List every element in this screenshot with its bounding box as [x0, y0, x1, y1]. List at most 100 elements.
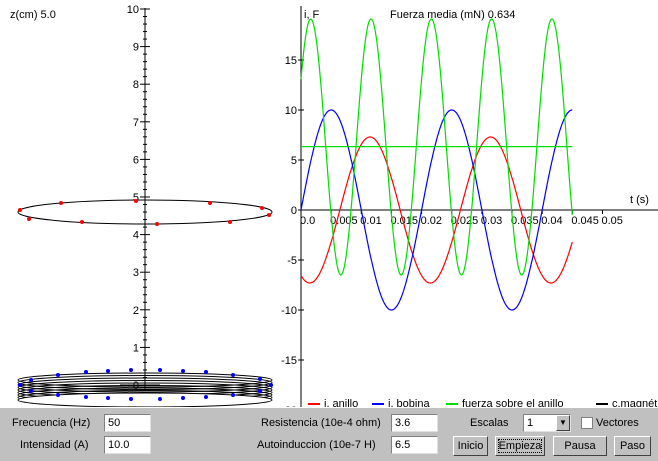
inicio-button[interactable]: Inicio: [453, 436, 488, 456]
pausa-button[interactable]: Pausa: [553, 436, 607, 456]
ring-charge-dot: [80, 220, 84, 224]
ring-charge-dot: [134, 199, 138, 203]
coil-charge-dot: [56, 373, 60, 377]
coil-charge-dot: [269, 383, 273, 387]
empieza-button[interactable]: Empieza: [495, 436, 545, 456]
autoinduccion-label: Autoinduccion (10e-7 H): [257, 439, 376, 451]
x-tick-label: 0.01: [360, 215, 381, 227]
ring-charge-dot: [260, 206, 264, 210]
plot-y-label: i, F: [304, 9, 320, 21]
ring-charge-dot: [267, 213, 271, 217]
series-line: [300, 109, 573, 311]
resistencia-label: Resistencia (10e-4 ohm): [261, 417, 381, 429]
y-tick-label: 0: [291, 205, 297, 217]
z-tick-label: 8: [133, 79, 139, 91]
z-tick-label: 4: [133, 230, 139, 242]
coil-turn: [17, 375, 273, 390]
x-tick-label: 0.02: [421, 215, 442, 227]
x-tick-label: 0.005: [330, 215, 358, 227]
autoinduccion-input[interactable]: [391, 436, 438, 454]
x-tick-label: 0.05: [602, 215, 623, 227]
plot-y-ticks: 15 10 5 0 -5 -10 -15 -20: [281, 55, 304, 407]
current-force-plot: i, F t (s) Fuerza media (mN) 0.634 0.0 0.…: [281, 6, 658, 407]
coil-charge-dot: [29, 378, 33, 382]
ring-charge-dot: [228, 220, 232, 224]
x-tick-label: 0.0: [300, 215, 315, 227]
z-tick-label: 5: [133, 192, 139, 204]
x-tick-label: 0.025: [451, 215, 479, 227]
plot-x-ticks: 0.0 0.005 0.01 0.015 0.02 0.025 0.03 0.035 0.04 0…: [300, 210, 623, 227]
y-tick-label: -10: [281, 305, 297, 317]
coil-charge-dot: [158, 397, 162, 401]
escalas-label: Escalas: [470, 417, 509, 429]
intensidad-label: Intensidad (A): [20, 439, 89, 451]
z-tick-label: 10: [127, 4, 139, 16]
legend-label: i. bobina: [388, 398, 430, 407]
frecuencia-label: Frecuencia (Hz): [12, 417, 91, 429]
coil-charge-dot: [158, 368, 162, 372]
coil-turn: [17, 392, 273, 407]
x-tick-label: 0.04: [541, 215, 562, 227]
y-tick-label: 5: [291, 155, 297, 167]
coil-charge-dot: [258, 377, 262, 381]
ring-charge-dot: [208, 201, 212, 205]
vectores-checkbox[interactable]: [581, 417, 593, 429]
ring-ellipse: [17, 199, 273, 225]
intensidad-input[interactable]: [104, 436, 151, 454]
z-tick-label: 7: [133, 117, 139, 129]
coil-charge-dot: [84, 370, 88, 374]
escalas-value: 1: [527, 417, 534, 429]
paso-button[interactable]: Paso: [614, 436, 651, 456]
z-tick-label: 9: [133, 42, 139, 54]
coil-charge-dot: [129, 368, 133, 372]
coil-charge-dot: [29, 389, 33, 393]
force-mean-readout: Fuerza media (mN) 0.634: [390, 9, 515, 21]
coil-bobina: [17, 368, 273, 407]
coil-charge-dot: [231, 393, 235, 397]
vectores-label: Vectores: [596, 417, 639, 429]
coil-charge-dot: [56, 393, 60, 397]
ring-charge-dot: [18, 208, 22, 212]
series-line: [300, 136, 573, 284]
y-tick-label: 15: [285, 55, 297, 67]
plot-legend: i. anillo i. bobina fuerza sobre el anillo…: [308, 398, 658, 407]
coil-charge-dot: [129, 397, 133, 401]
y-tick-label: 10: [285, 105, 297, 117]
coil-charge-dot: [18, 383, 22, 387]
legend-label: fuerza sobre el anillo: [462, 398, 564, 407]
plot-x-label: t (s): [630, 194, 649, 206]
plot-series: [300, 18, 573, 311]
z-tick-label: 1: [133, 342, 139, 354]
coil-charge-dot: [204, 370, 208, 374]
resistencia-input[interactable]: [391, 414, 438, 432]
chevron-down-icon[interactable]: ▼: [556, 415, 570, 431]
frecuencia-input[interactable]: [104, 414, 151, 432]
coil-charge-dot: [181, 369, 185, 373]
ring-charge-dot: [155, 222, 159, 226]
control-panel: Frecuencia (Hz) Intensidad (A) Resistenc…: [0, 407, 658, 461]
x-tick-label: 0.03: [481, 215, 502, 227]
y-tick-label: -5: [287, 255, 297, 267]
ring-charge-dot: [59, 201, 63, 205]
series-line: [300, 18, 573, 276]
z-readout: z(cm) 5.0: [10, 9, 56, 21]
z-tick-label: 6: [133, 154, 139, 166]
ring-anillo: [17, 199, 273, 226]
coil-charge-dot: [84, 395, 88, 399]
coil-charge-dot: [106, 369, 110, 373]
z-tick-label: 3: [133, 267, 139, 279]
simulation-canvas: z(cm) 5.0 0 1 2 3 4 5 6 7 8 9 10 i, F t (s) Fuerza…: [10, 4, 658, 407]
legend-label: i. anillo: [324, 398, 358, 407]
legend-label: c.magnético: [612, 398, 658, 407]
ring-charge-dot: [27, 217, 31, 221]
coil-turn: [17, 372, 273, 388]
z-tick-label: 2: [133, 305, 139, 317]
escalas-select[interactable]: 1 ▼: [523, 414, 571, 432]
coil-charge-dot: [181, 396, 185, 400]
y-tick-label: -20: [281, 405, 297, 407]
coil-charge-dot: [231, 373, 235, 377]
coil-charge-dot: [106, 396, 110, 400]
coil-charge-dot: [204, 395, 208, 399]
